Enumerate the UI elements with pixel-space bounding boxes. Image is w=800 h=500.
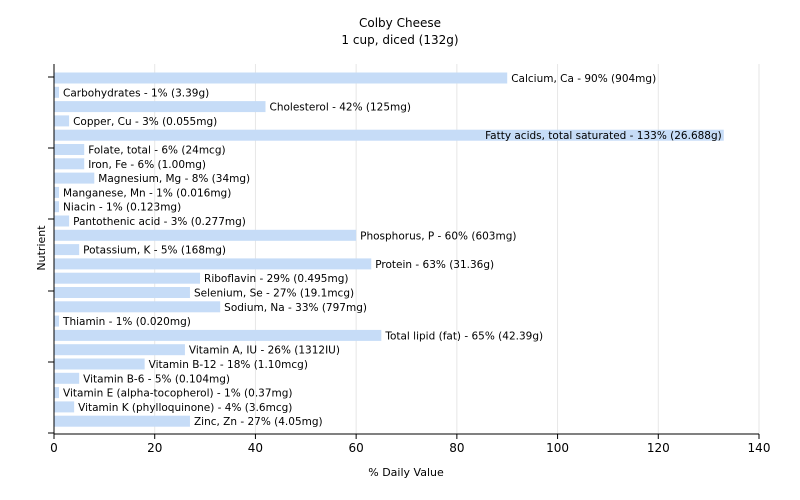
bar [54, 287, 190, 298]
bar-label: Riboflavin - 29% (0.495mg) [204, 273, 348, 285]
bar-label: Potassium, K - 5% (168mg) [83, 245, 226, 257]
bar [54, 415, 190, 427]
bar-label: Vitamin B-6 - 5% (0.104mg) [83, 373, 230, 385]
bar-label: Vitamin E (alpha-tocopherol) - 1% (0.37m… [63, 388, 293, 400]
bar [54, 172, 95, 184]
bar-label: Copper, Cu - 3% (0.055mg) [73, 116, 217, 128]
bar-label: Niacin - 1% (0.123mg) [63, 202, 181, 214]
bar-label: Iron, Fe - 6% (1.00mg) [88, 159, 206, 171]
y-axis-label: Nutrient [35, 225, 48, 271]
bar-label: Magnesium, Mg - 8% (34mg) [98, 173, 250, 185]
bar-label: Vitamin A, IU - 26% (1312IU) [189, 345, 340, 357]
x-tick-label: 20 [147, 441, 162, 455]
grid-layer [154, 64, 760, 434]
bar [54, 101, 266, 113]
bar-label: Vitamin B-12 - 18% (1.10mcg) [149, 359, 308, 371]
bar [54, 129, 724, 141]
x-tick-label: 140 [748, 441, 771, 455]
bar [54, 272, 201, 284]
bar [54, 387, 60, 399]
bar [54, 315, 60, 327]
bar [54, 329, 382, 341]
bar [54, 144, 85, 155]
bar [54, 158, 85, 170]
bar [54, 72, 508, 84]
bar [54, 186, 60, 198]
bar [54, 229, 357, 241]
bar-label: Fatty acids, total saturated - 133% (26.… [485, 130, 722, 142]
bar [54, 401, 75, 413]
bar-label: Phosphorus, P - 60% (603mg) [360, 230, 516, 242]
bar [54, 115, 70, 127]
x-axis-label: % Daily Value [368, 466, 444, 479]
bar-label: Cholesterol - 42% (125mg) [270, 102, 412, 114]
x-tick-label: 120 [647, 441, 670, 455]
bar-label: Manganese, Mn - 1% (0.016mg) [63, 187, 231, 199]
axes-layer: 0 20 40 60 80 100 120 140 [48, 64, 770, 455]
chart-subtitle: 1 cup, diced (132g) [341, 33, 458, 47]
bar-label: Protein - 63% (31.36g) [375, 259, 494, 271]
bar-label: Thiamin - 1% (0.020mg) [62, 316, 191, 328]
bar-labels-layer: Calcium, Ca - 90% (904mg) Carbohydrates -… [62, 73, 722, 428]
bar [54, 201, 60, 213]
bar-label: Carbohydrates - 1% (3.39g) [63, 87, 209, 99]
bar [54, 344, 185, 356]
bar-label: Calcium, Ca - 90% (904mg) [511, 73, 656, 85]
bar [54, 372, 80, 384]
x-tick-label: 60 [349, 441, 364, 455]
bar [54, 86, 60, 98]
x-tick-label: 0 [50, 441, 58, 455]
bar [54, 258, 372, 270]
bar [54, 244, 80, 256]
bar-label: Total lipid (fat) - 65% (42.39g) [384, 330, 543, 342]
bar [54, 301, 221, 313]
bar-label: Folate, total - 6% (24mcg) [88, 145, 225, 157]
bars-layer [54, 72, 724, 427]
x-tick-label: 100 [546, 441, 569, 455]
bar [54, 358, 145, 370]
bar-label: Vitamin K (phylloquinone) - 4% (3.6mcg) [78, 402, 292, 414]
bar-label: Selenium, Se - 27% (19.1mcg) [194, 288, 354, 300]
x-tick-label: 40 [248, 441, 263, 455]
bar-label: Pantothenic acid - 3% (0.277mg) [73, 216, 246, 228]
chart-title: Colby Cheese [359, 16, 441, 30]
bar-label: Zinc, Zn - 27% (4.05mg) [194, 416, 323, 428]
bar [54, 215, 70, 227]
x-tick-label: 80 [449, 441, 464, 455]
bar-label: Sodium, Na - 33% (797mg) [224, 302, 367, 314]
